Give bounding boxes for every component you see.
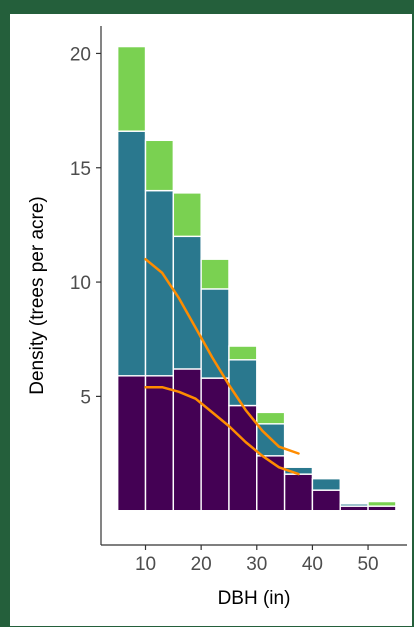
bar-segment-3-bin-4: [200, 258, 230, 290]
y-tick-label: 15: [70, 159, 91, 180]
bar-segment-1-bin-7: [283, 473, 314, 512]
bar-segment-1-bin-2: [144, 375, 175, 512]
x-tick-label: 10: [135, 554, 156, 575]
bar-segment-1-bin-8: [311, 489, 341, 512]
bar-segment-1-bin-4: [200, 377, 230, 512]
x-axis-title: DBH (in): [218, 588, 291, 609]
bar-segment-1-bin-1: [116, 375, 147, 512]
bar-segment-3-bin-5: [228, 345, 258, 361]
chart-panel: 5 10 15 20 10 20 30 40 50 DBH (in) Density (tree…: [10, 14, 412, 626]
trend-lines-layer: [144, 257, 300, 476]
chart-svg: 5 10 15 20 10 20 30 40 50 DBH (in) Density (tree…: [27, 26, 407, 609]
bar-segment-1-bin-5: [228, 404, 258, 512]
trend-line-2: [144, 385, 300, 476]
x-tick-label: 50: [357, 554, 378, 575]
y-axis-title: Density (trees per acre): [27, 196, 48, 395]
bar-segment-2-bin-1: [116, 130, 147, 377]
bar-segment-2-bin-3: [172, 235, 202, 370]
bar-segment-1-bin-6: [256, 455, 286, 512]
bar-segment-2-bin-9: [339, 503, 369, 507]
x-tick-label: 30: [246, 554, 267, 575]
y-tick-label: 20: [70, 44, 91, 65]
bar-segment-2-bin-4: [200, 288, 230, 379]
y-tick-label: 10: [70, 273, 91, 294]
bar-segment-2-bin-5: [228, 359, 258, 407]
bar-segment-2-bin-8: [311, 477, 341, 491]
bar-segment-3-bin-10: [367, 500, 397, 507]
bar-segment-3-bin-2: [144, 139, 175, 192]
x-tick-label: 40: [302, 554, 323, 575]
bars-layer: [116, 45, 397, 512]
y-tick-label: 5: [80, 387, 91, 408]
bar-segment-3-bin-1: [116, 45, 147, 132]
ticks-layer: 5 10 15 20 10 20 30 40 50: [70, 44, 379, 575]
x-tick-label: 20: [191, 554, 212, 575]
bar-segment-3-bin-6: [256, 411, 286, 425]
bar-segment-3-bin-3: [172, 192, 202, 238]
axes-layer: [100, 26, 407, 546]
trend-line-1: [144, 257, 300, 455]
